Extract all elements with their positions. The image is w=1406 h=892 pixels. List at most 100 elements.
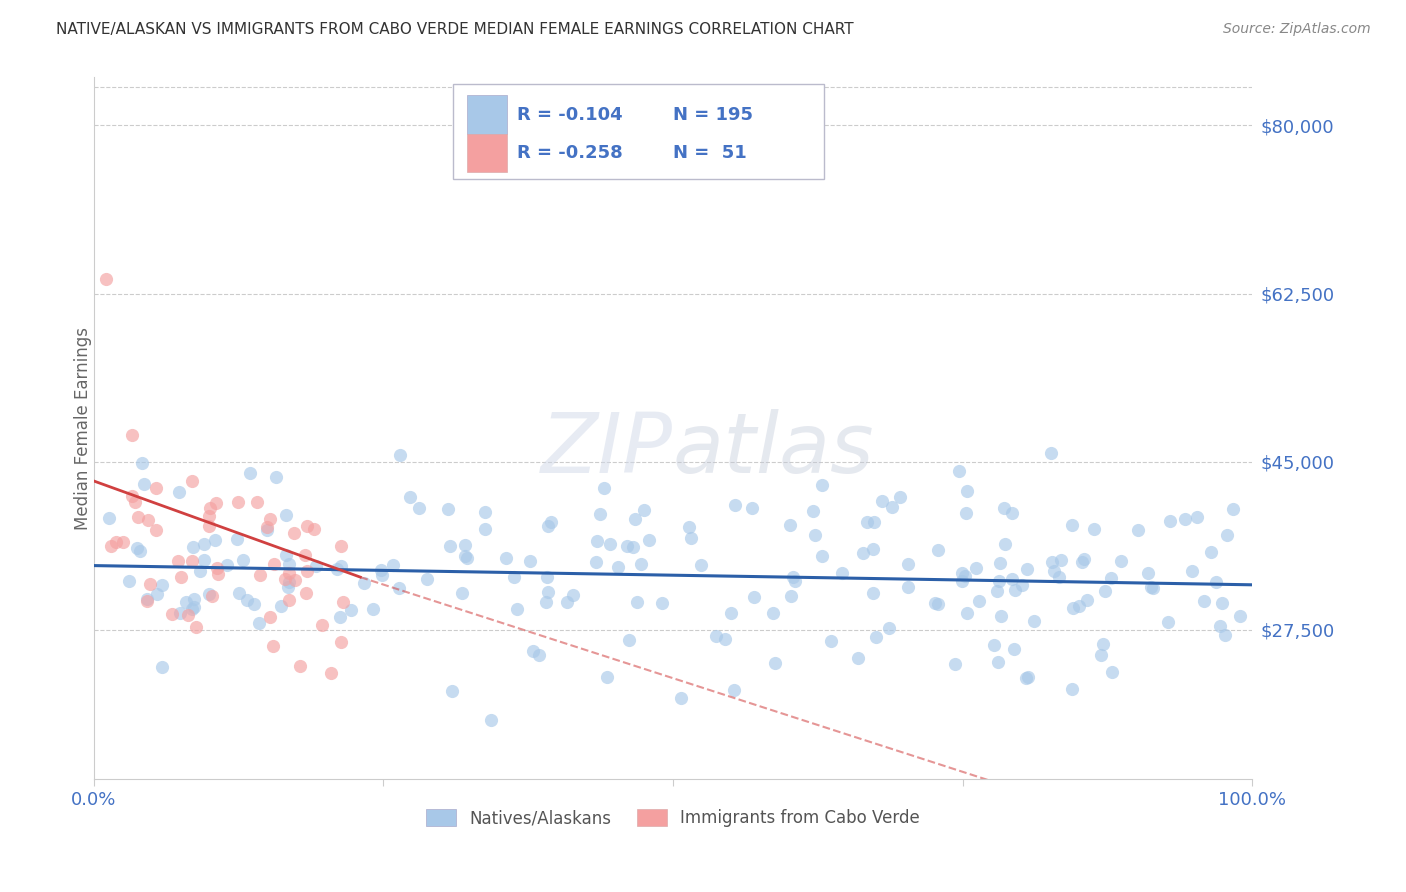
Point xyxy=(704,629,727,643)
Point xyxy=(193,537,215,551)
Point xyxy=(160,607,183,622)
Point xyxy=(1090,648,1112,662)
Point xyxy=(311,617,333,632)
Point xyxy=(1083,522,1105,536)
Point xyxy=(804,528,827,542)
Point xyxy=(150,578,173,592)
Point xyxy=(1017,669,1039,683)
Point xyxy=(983,638,1005,652)
Point xyxy=(150,660,173,674)
Point xyxy=(720,606,742,620)
Point xyxy=(127,510,149,524)
Point xyxy=(278,574,301,589)
Point xyxy=(326,562,349,576)
Point xyxy=(1174,512,1197,526)
Point xyxy=(606,560,628,574)
Point xyxy=(226,495,249,509)
Point xyxy=(169,606,191,620)
Point xyxy=(616,540,638,554)
Point xyxy=(877,621,900,635)
Text: Source: ZipAtlas.com: Source: ZipAtlas.com xyxy=(1223,22,1371,37)
Point xyxy=(198,518,221,533)
Point xyxy=(1001,506,1024,520)
Point xyxy=(371,567,394,582)
Point xyxy=(1201,545,1223,559)
Point xyxy=(236,593,259,607)
Point xyxy=(135,594,157,608)
Point xyxy=(264,470,287,484)
Point xyxy=(283,525,305,540)
Point xyxy=(145,523,167,537)
Point xyxy=(204,533,226,547)
Point xyxy=(988,556,1011,570)
Point xyxy=(454,549,477,564)
Point xyxy=(1205,575,1227,590)
Point xyxy=(330,635,353,649)
Text: ZIP: ZIP xyxy=(541,409,673,490)
Point xyxy=(1062,600,1084,615)
Point xyxy=(955,506,977,520)
Point xyxy=(811,549,834,563)
Point xyxy=(399,490,422,504)
Point xyxy=(897,580,920,594)
Point xyxy=(1211,596,1233,610)
Point xyxy=(276,548,298,562)
Point xyxy=(232,553,254,567)
Point xyxy=(882,500,904,515)
Point xyxy=(388,448,411,462)
Point xyxy=(953,569,976,583)
Point xyxy=(557,595,579,609)
Point xyxy=(1017,562,1039,576)
Point xyxy=(294,549,316,563)
Point xyxy=(624,512,647,526)
Point xyxy=(740,501,762,516)
Point xyxy=(651,596,673,610)
Point xyxy=(1002,641,1025,656)
Point xyxy=(742,591,765,605)
Point xyxy=(956,484,979,499)
Point xyxy=(256,523,278,537)
Point xyxy=(801,503,824,517)
Point xyxy=(205,561,228,575)
Point xyxy=(440,683,463,698)
Point xyxy=(1040,555,1063,569)
Point xyxy=(456,551,478,566)
Point xyxy=(274,573,297,587)
Point xyxy=(1022,614,1045,628)
Point xyxy=(97,510,120,524)
Text: NATIVE/ALASKAN VS IMMIGRANTS FROM CABO VERDE MEDIAN FEMALE EARNINGS CORRELATION : NATIVE/ALASKAN VS IMMIGRANTS FROM CABO V… xyxy=(56,22,853,37)
Point xyxy=(1015,671,1038,685)
Point xyxy=(599,537,621,551)
Point xyxy=(723,498,745,512)
Point xyxy=(138,577,160,591)
Y-axis label: Median Female Earnings: Median Female Earnings xyxy=(75,326,91,530)
Point xyxy=(1050,552,1073,566)
Point xyxy=(259,610,281,624)
Text: R = -0.258: R = -0.258 xyxy=(516,145,623,162)
Point xyxy=(1042,564,1064,578)
Point xyxy=(506,602,529,616)
Point xyxy=(330,558,353,573)
Point xyxy=(1187,509,1209,524)
Point xyxy=(987,656,1010,670)
Point xyxy=(263,557,285,571)
Point xyxy=(1091,637,1114,651)
Point xyxy=(215,558,238,573)
Point xyxy=(948,464,970,478)
Point xyxy=(626,595,648,609)
Point xyxy=(811,478,834,492)
Point xyxy=(145,587,167,601)
Point xyxy=(100,539,122,553)
Point xyxy=(1142,581,1164,595)
Point xyxy=(295,586,318,600)
Point xyxy=(592,481,614,495)
Point xyxy=(536,570,558,584)
Point xyxy=(862,541,884,556)
FancyBboxPatch shape xyxy=(467,95,508,134)
Point xyxy=(540,516,562,530)
Point xyxy=(1194,594,1216,608)
Point xyxy=(1229,608,1251,623)
Point xyxy=(174,594,197,608)
Point xyxy=(630,557,652,571)
Point xyxy=(329,539,352,553)
